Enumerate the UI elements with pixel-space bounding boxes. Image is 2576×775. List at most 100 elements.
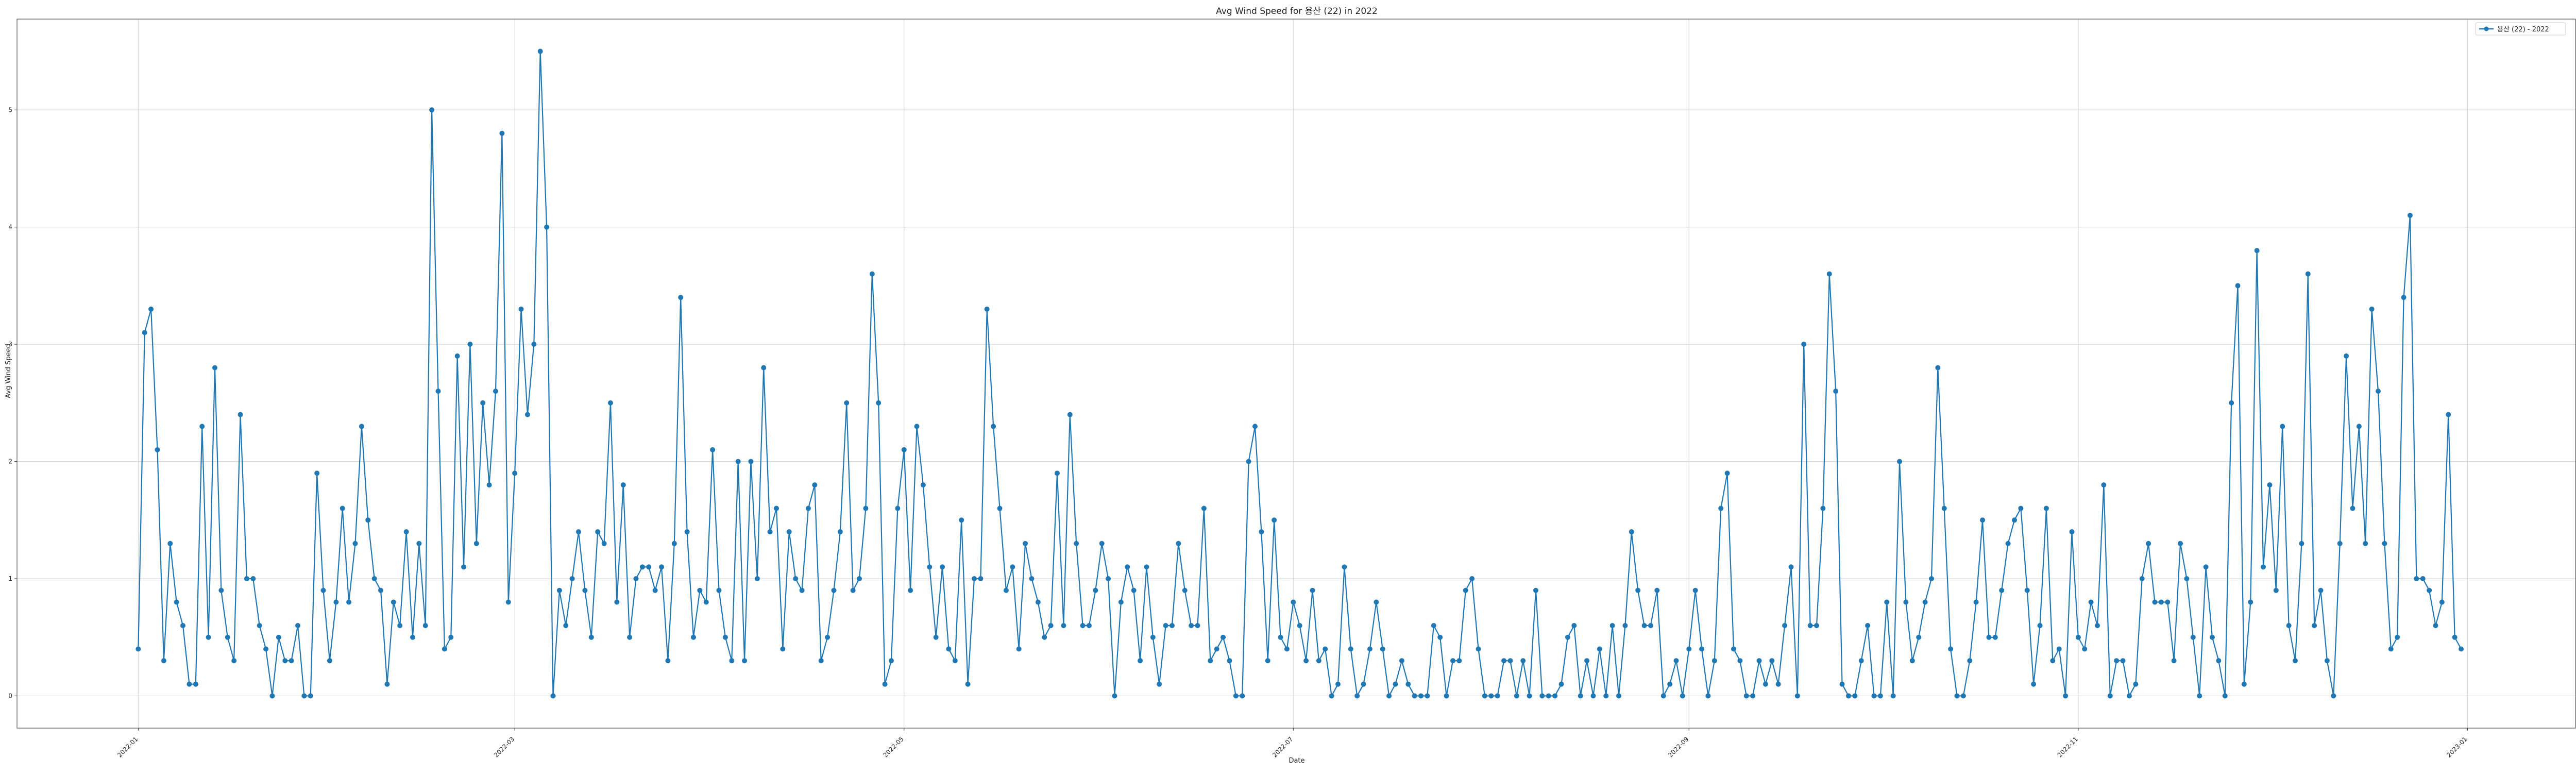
data-point	[1692, 587, 1698, 593]
data-point	[825, 634, 831, 640]
data-point	[161, 658, 166, 664]
data-point	[199, 424, 205, 429]
data-point	[314, 470, 320, 476]
data-point	[1042, 634, 1047, 640]
data-point	[2229, 400, 2234, 406]
data-point	[2056, 646, 2062, 652]
y-tick-label: 1	[8, 575, 12, 582]
data-point	[1852, 693, 1858, 699]
data-point	[1456, 658, 1462, 664]
data-point	[1354, 693, 1360, 699]
data-point	[1762, 681, 1768, 687]
data-point	[1711, 658, 1717, 664]
data-point	[2350, 506, 2355, 511]
data-point	[410, 634, 415, 640]
data-point	[1960, 693, 1966, 699]
data-point	[952, 658, 958, 664]
data-point	[295, 622, 301, 628]
data-point	[1310, 587, 1315, 593]
data-point	[908, 587, 913, 593]
data-point	[1278, 634, 1283, 640]
data-point	[678, 295, 684, 300]
data-point	[722, 634, 728, 640]
data-point	[505, 599, 511, 605]
data-point	[1845, 693, 1851, 699]
data-point	[2171, 658, 2177, 664]
y-tick-label: 5	[8, 106, 12, 113]
data-point	[467, 342, 473, 347]
chart-title: Avg Wind Speed for 용산 (22) in 2022	[1216, 6, 1378, 16]
data-point	[1265, 658, 1270, 664]
data-point	[1897, 459, 1903, 464]
data-point	[1291, 599, 1296, 605]
data-point	[1201, 506, 1207, 511]
data-point	[2101, 482, 2107, 488]
data-point	[1954, 693, 1960, 699]
data-point	[1552, 693, 1558, 699]
x-axis-label: Date	[1289, 757, 1304, 765]
data-point	[697, 587, 703, 593]
data-point	[2305, 271, 2311, 277]
data-point	[1916, 634, 1922, 640]
y-tick-label: 3	[8, 341, 12, 348]
data-point	[238, 412, 243, 417]
data-point	[1680, 693, 1685, 699]
data-point	[1539, 693, 1545, 699]
data-point	[850, 587, 856, 593]
data-point	[1737, 658, 1743, 664]
data-point	[384, 681, 390, 687]
data-point	[1450, 658, 1455, 664]
data-point	[1533, 587, 1538, 593]
data-point	[1922, 599, 1928, 605]
data-point	[2369, 306, 2375, 312]
data-point	[1412, 693, 1417, 699]
data-point	[978, 576, 984, 582]
data-point	[614, 599, 620, 605]
data-point	[774, 506, 779, 511]
data-point	[231, 658, 237, 664]
data-point	[174, 599, 179, 605]
data-point	[365, 517, 371, 523]
data-point	[665, 658, 671, 664]
data-point	[1386, 693, 1392, 699]
data-point	[1903, 599, 1909, 605]
data-point	[1782, 622, 1788, 628]
data-point	[1673, 658, 1679, 664]
data-point	[2107, 693, 2113, 699]
data-point	[257, 622, 262, 628]
data-point	[2146, 541, 2151, 546]
data-point	[1348, 646, 1353, 652]
data-point	[2209, 634, 2215, 640]
data-point	[1724, 470, 1730, 476]
data-point	[1189, 622, 1194, 628]
data-point	[142, 330, 147, 335]
data-point	[512, 470, 518, 476]
data-point	[1948, 646, 1954, 652]
data-point	[1469, 576, 1475, 582]
data-point	[1648, 622, 1653, 628]
y-axis-label: Avg Wind Speed	[5, 344, 12, 398]
data-point	[984, 306, 990, 312]
data-point	[793, 576, 799, 582]
y-tick-label: 0	[8, 692, 12, 699]
data-point	[831, 587, 837, 593]
data-point	[1520, 658, 1526, 664]
data-point	[1003, 587, 1009, 593]
data-point	[1125, 564, 1130, 570]
data-point	[206, 634, 211, 640]
data-point	[2018, 506, 2024, 511]
data-point	[2407, 212, 2413, 218]
data-point	[1584, 658, 1590, 664]
data-point	[1240, 693, 1245, 699]
data-point	[397, 622, 403, 628]
data-point	[2382, 541, 2387, 546]
data-point	[646, 564, 652, 570]
data-point	[2401, 295, 2406, 300]
data-point	[1099, 541, 1105, 546]
data-point	[1495, 693, 1500, 699]
data-point	[2120, 658, 2126, 664]
data-point	[1788, 564, 1794, 570]
data-point	[1157, 681, 1162, 687]
data-point	[461, 564, 467, 570]
